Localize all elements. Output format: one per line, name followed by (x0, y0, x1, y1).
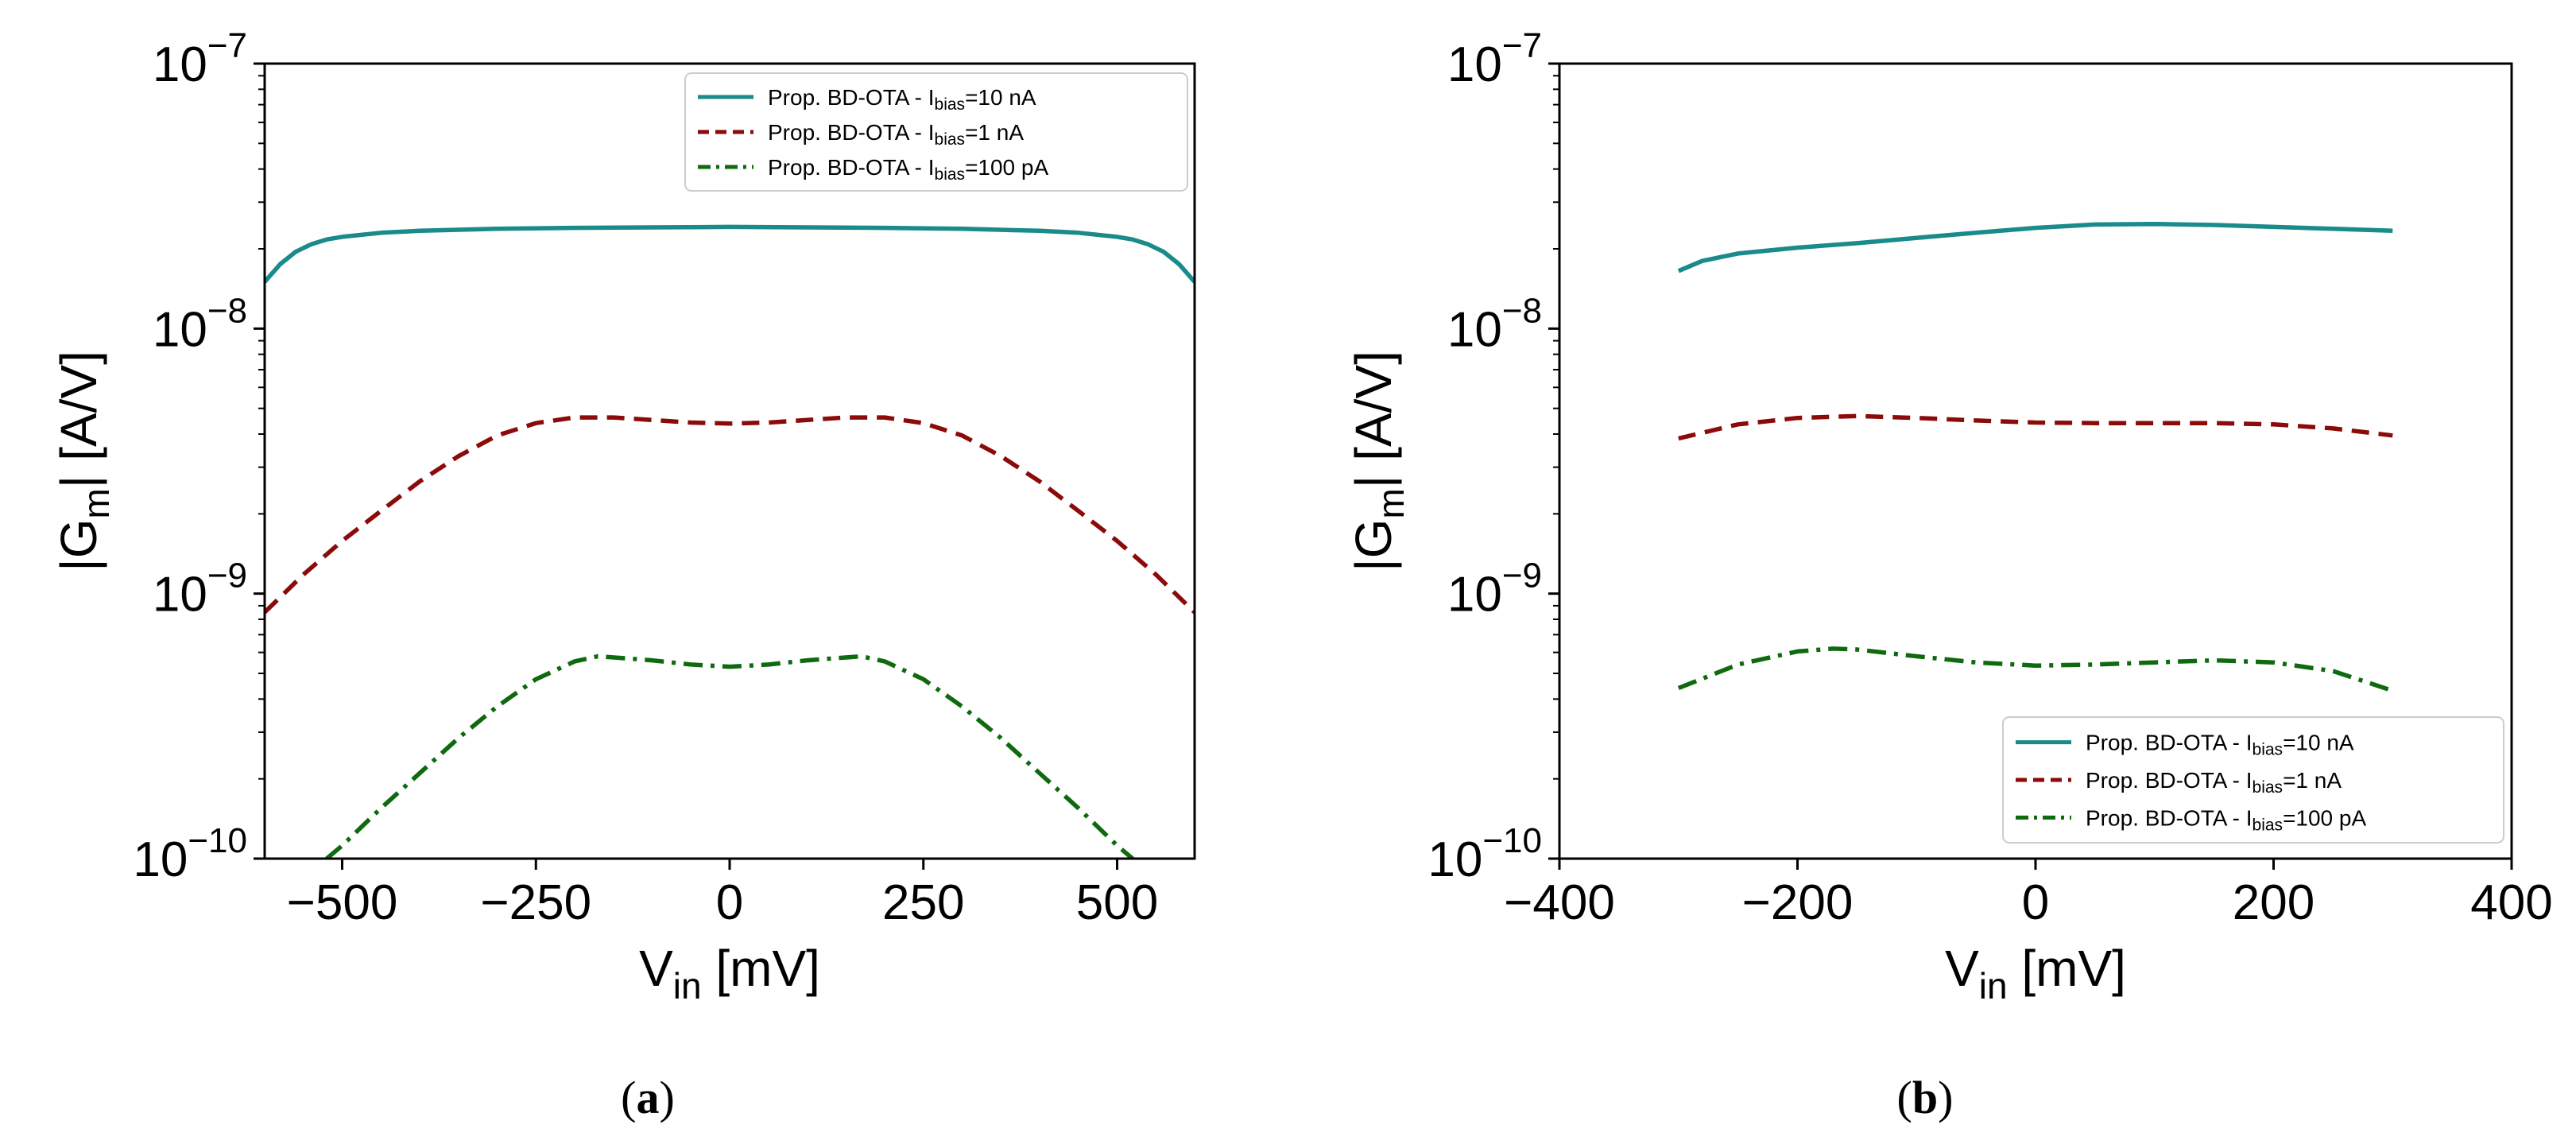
series-line-0 (265, 224, 1195, 284)
x-tick-label: −500 (287, 875, 398, 930)
x-tick-label: 200 (2233, 875, 2315, 930)
series-line-2 (325, 654, 1134, 859)
y-tick-label: 10−7 (153, 26, 247, 92)
panel-b: −400 −200 0 200 400 10−10 10−9 10−8 10−7 Vin [mV]… (1345, 26, 2553, 1123)
y-tick-label: 10−7 (1447, 26, 1542, 92)
panel-caption: (b) (1897, 1072, 1954, 1123)
x-tick-label: −400 (1504, 875, 1615, 930)
series-group (265, 224, 1195, 859)
y-tick-label: 10−10 (1427, 821, 1542, 887)
panel-a: −500 −250 0 250 500 10−10 10−9 10−8 10−7 Vin [mV]… (50, 26, 1196, 1123)
y-axis-label: |Gm| [A/V] (50, 351, 117, 572)
x-axis-label: Vin [mV] (1945, 940, 2126, 1006)
x-tick-label: −200 (1742, 875, 1854, 930)
legend-box (2002, 716, 2504, 844)
legend-label-0: Prop. BD-OTA - Ibias=10 nA (2086, 731, 2354, 759)
y-tick-label: 10−9 (1447, 557, 1542, 622)
legend-label-1: Prop. BD-OTA - Ibias=1 nA (2086, 768, 2342, 797)
x-tick-label: 500 (1076, 875, 1158, 930)
legend-label-2: Prop. BD-OTA - Ibias=100 pA (768, 155, 1048, 184)
legend: Prop. BD-OTA - Ibias=10 nA Prop. BD-OTA -… (2002, 716, 2504, 844)
legend-label-2: Prop. BD-OTA - Ibias=100 pA (2086, 805, 2366, 834)
y-tick-label: 10−9 (153, 557, 247, 622)
y-axis-label: |Gm| [A/V] (1345, 351, 1412, 572)
legend: Prop. BD-OTA - Ibias=10 nA Prop. BD-OTA -… (684, 72, 1188, 192)
series-line-1 (265, 415, 1195, 615)
x-axis-label: Vin [mV] (639, 940, 820, 1006)
series-line-0 (1677, 222, 2393, 273)
y-tick-label: 10−8 (153, 291, 247, 357)
series-group (1677, 222, 2394, 693)
x-tick-label: 0 (716, 875, 743, 930)
legend-box (684, 72, 1188, 192)
y-tick-label: 10−10 (133, 821, 247, 887)
series-line-1 (1678, 413, 2393, 441)
x-tick-label: −250 (480, 875, 591, 930)
legend-label-1: Prop. BD-OTA - Ibias=1 nA (768, 120, 1024, 149)
x-tick-label: 400 (2470, 875, 2552, 930)
series-line-2 (1677, 646, 2394, 693)
x-tick-label: 0 (2022, 875, 2049, 930)
y-tick-label: 10−8 (1447, 291, 1542, 357)
legend-label-0: Prop. BD-OTA - Ibias=10 nA (768, 85, 1036, 114)
x-tick-label: 250 (882, 875, 964, 930)
panel-caption: (a) (621, 1072, 675, 1123)
